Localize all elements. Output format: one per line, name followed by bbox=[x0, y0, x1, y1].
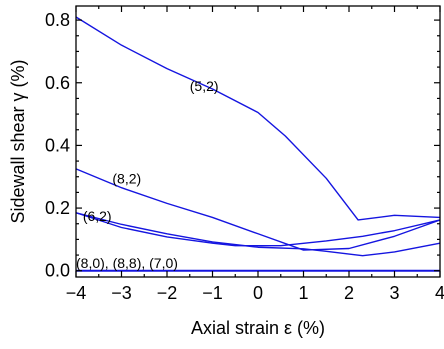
tick-labels: −4 −3 −2 −1 0 1 2 3 4 0.0 0.2 0.4 0.6 0.8 bbox=[45, 10, 444, 303]
y-tick-label: 0.0 bbox=[45, 261, 70, 281]
series-line-4 bbox=[75, 212, 441, 257]
y-tick-label: 0.6 bbox=[45, 73, 70, 93]
x-tick-label: −2 bbox=[157, 283, 178, 303]
x-tick-label: 0 bbox=[253, 283, 263, 303]
y-tick-label: 0.4 bbox=[45, 135, 70, 155]
series-line-2 bbox=[75, 168, 441, 251]
series-annotation: (8,2) bbox=[112, 170, 141, 186]
y-tick-label: 0.8 bbox=[45, 10, 70, 30]
x-tick-label: −4 bbox=[66, 283, 87, 303]
x-tick-label: 3 bbox=[389, 283, 399, 303]
y-tick-label: 0.2 bbox=[45, 198, 70, 218]
plot-lines bbox=[75, 16, 441, 272]
series-annotation: (8,0), (8,8), (7,0) bbox=[76, 255, 178, 271]
x-axis-title: Axial strain ε (%) bbox=[191, 318, 325, 338]
y-axis-title: Sidewall shear γ (%) bbox=[8, 59, 28, 223]
x-tick-label: 4 bbox=[435, 283, 444, 303]
x-tick-label: −3 bbox=[111, 283, 132, 303]
x-tick-label: 1 bbox=[298, 283, 308, 303]
axis-ticks bbox=[75, 6, 441, 277]
series-annotation: (6,2) bbox=[83, 208, 112, 224]
x-tick-label: −1 bbox=[202, 283, 223, 303]
plot-frame bbox=[75, 5, 441, 278]
x-tick-label: 2 bbox=[344, 283, 354, 303]
series-line-1 bbox=[75, 16, 441, 221]
annotations: (5,2) (8,2) (6,2) (8,0), (8,8), (7,0) bbox=[76, 78, 219, 271]
series-line-3 bbox=[75, 212, 441, 247]
series-annotation: (5,2) bbox=[190, 78, 219, 94]
